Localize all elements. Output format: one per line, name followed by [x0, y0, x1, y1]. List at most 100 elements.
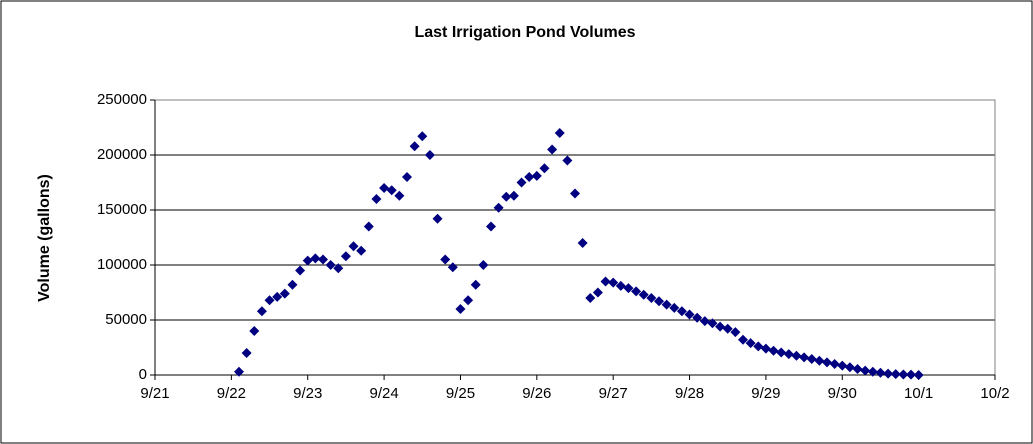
y-tick-label: 0 [139, 366, 147, 383]
data-point [829, 359, 840, 369]
data-point [875, 367, 886, 378]
data-point [348, 241, 359, 252]
data-point [585, 293, 596, 303]
data-point [600, 276, 611, 287]
data-point [508, 190, 519, 201]
x-tick-label: 9/28 [675, 385, 704, 402]
data-point [440, 254, 451, 265]
data-point [654, 296, 664, 307]
y-tick-label: 150000 [97, 201, 147, 218]
data-point [394, 190, 405, 201]
data-point [661, 299, 672, 310]
data-point [554, 128, 565, 138]
data-point [684, 309, 695, 320]
y-tick-label: 50000 [105, 311, 147, 328]
data-point [524, 172, 535, 182]
data-point [562, 155, 573, 166]
data-point [424, 150, 435, 160]
data-point [325, 260, 336, 270]
data-point [844, 362, 855, 373]
chart-title: Last Irrigation Pond Volumes [414, 24, 635, 41]
data-point [577, 238, 588, 248]
data-point [570, 188, 580, 199]
data-point [340, 251, 351, 262]
data-point [898, 369, 909, 380]
data-point [264, 295, 275, 306]
data-point [738, 334, 748, 345]
x-tick-label: 9/26 [522, 385, 551, 402]
data-point [241, 348, 252, 358]
data-point [730, 327, 741, 338]
data-point [234, 366, 244, 377]
data-point [707, 318, 718, 329]
data-point [715, 321, 726, 332]
x-tick-label: 9/21 [140, 385, 169, 402]
data-point [776, 347, 787, 358]
data-point [699, 316, 710, 327]
data-point [470, 279, 481, 290]
data-point [402, 172, 412, 182]
data-point [279, 288, 290, 299]
data-point [646, 293, 657, 303]
data-point [310, 253, 321, 264]
x-tick-label: 9/30 [828, 385, 857, 402]
data-point [516, 177, 527, 188]
data-point [806, 354, 817, 365]
data-point [837, 360, 848, 371]
y-tick-label: 200000 [97, 146, 147, 163]
data-point [638, 289, 649, 300]
data-point [539, 163, 550, 174]
data-point [822, 357, 832, 368]
data-point [852, 363, 863, 374]
data-point [386, 185, 397, 196]
y-axis-label: Volume (gallons) [36, 174, 53, 302]
data-point [631, 286, 642, 297]
x-tick-label: 9/29 [751, 385, 780, 402]
data-point [379, 183, 390, 193]
data-point [783, 349, 794, 360]
data-point [256, 306, 267, 317]
data-point [486, 221, 496, 232]
data-point [356, 245, 367, 256]
data-point [623, 283, 634, 294]
data-point [371, 194, 382, 204]
x-tick-label: 9/27 [599, 385, 628, 402]
x-tick-label: 9/24 [369, 385, 398, 402]
data-point [608, 277, 619, 288]
data-point [463, 295, 474, 306]
x-tick-label: 10/2 [980, 385, 1009, 402]
data-point [547, 144, 558, 155]
data-point [455, 304, 466, 314]
y-tick-label: 100000 [97, 256, 147, 273]
data-point [753, 341, 764, 352]
x-tick-label: 9/23 [293, 385, 322, 402]
data-point [768, 345, 779, 356]
data-point [249, 326, 260, 336]
data-point [860, 365, 871, 376]
data-point [287, 279, 298, 290]
y-tick-label: 250000 [97, 91, 147, 108]
data-point [531, 170, 542, 181]
data-point [760, 343, 771, 354]
data-point [676, 306, 687, 317]
x-tick-label: 9/22 [217, 385, 246, 402]
data-point [913, 370, 924, 380]
x-tick-label: 9/25 [446, 385, 475, 402]
data-point [363, 221, 374, 232]
data-point [302, 255, 313, 266]
data-point [432, 213, 443, 224]
data-point [799, 352, 810, 363]
data-point [867, 366, 878, 377]
data-point [791, 350, 802, 361]
data-point [745, 338, 756, 349]
data-point [272, 291, 283, 302]
data-point [478, 260, 489, 270]
data-point [501, 191, 512, 202]
data-point [493, 202, 504, 213]
data-point [814, 355, 825, 366]
data-point [669, 302, 680, 313]
data-point [417, 131, 428, 142]
data-point [692, 312, 703, 323]
